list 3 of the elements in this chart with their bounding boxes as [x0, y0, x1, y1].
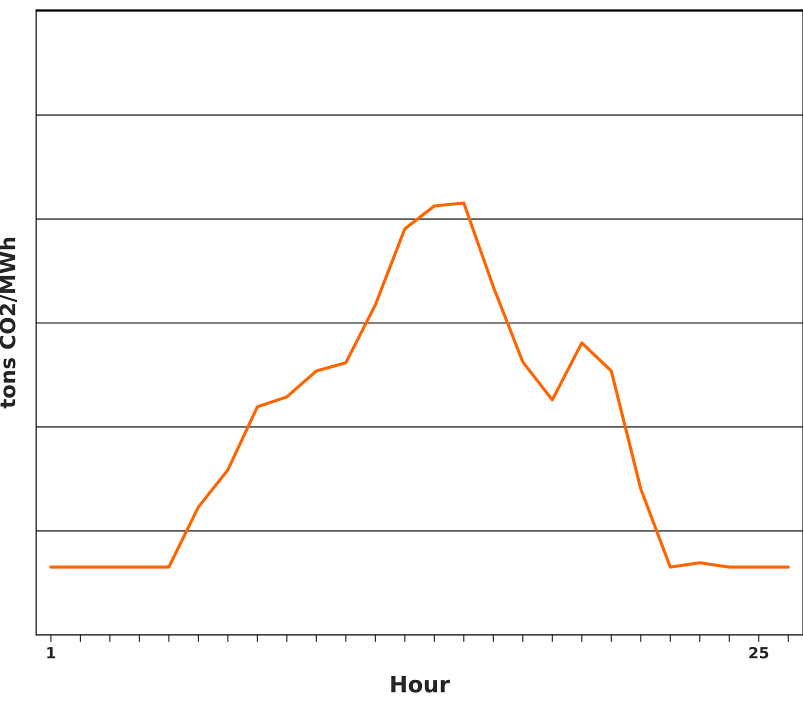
x-tick-label: 1 [47, 647, 56, 658]
x-tick-label: 25 [749, 646, 768, 659]
x-axis-title: Hour [391, 676, 450, 693]
